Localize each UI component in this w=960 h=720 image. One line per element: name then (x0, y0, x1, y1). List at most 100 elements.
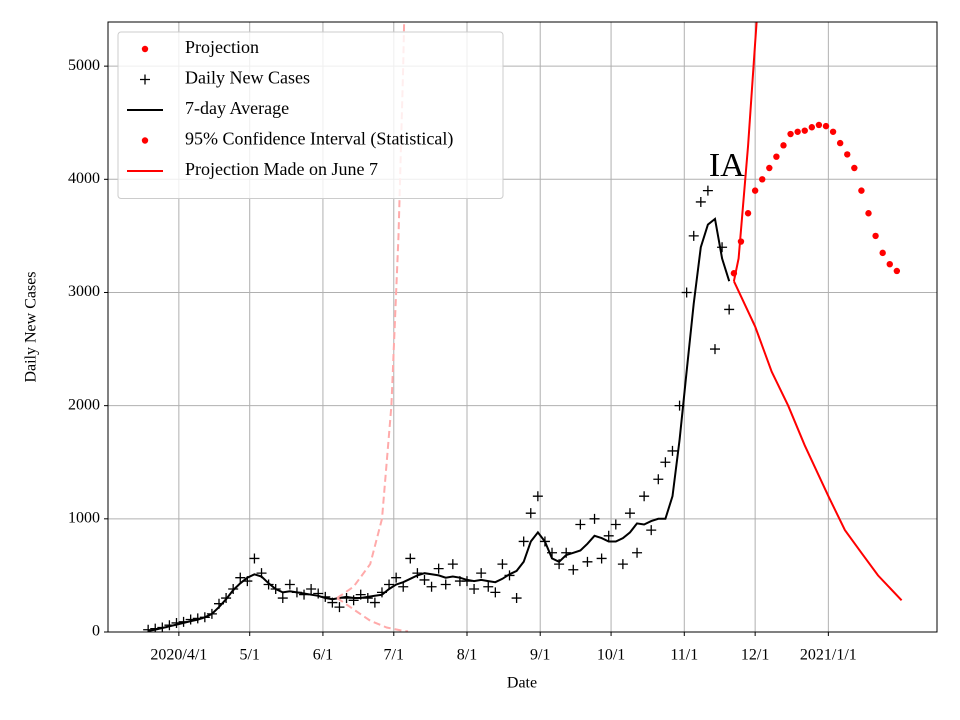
data-point (886, 260, 893, 268)
data-point (667, 445, 678, 456)
data-point (469, 583, 480, 594)
legend-marker (140, 74, 150, 85)
data-point (398, 581, 409, 592)
legend-label: Projection Made on June 7 (185, 159, 378, 179)
data-point (277, 593, 288, 604)
data-point (575, 519, 586, 530)
data-point (568, 564, 579, 575)
x-axis-label: Date (507, 675, 537, 692)
data-point (525, 508, 536, 519)
data-point (603, 530, 614, 541)
data-point (497, 559, 508, 570)
y-tick-label: 5000 (68, 57, 100, 74)
plot-area (143, 22, 903, 632)
series-line (732, 280, 903, 601)
data-point (433, 563, 444, 574)
y-tick-label: 3000 (68, 283, 100, 300)
data-point (766, 164, 773, 172)
data-point (759, 176, 766, 183)
x-tick-label: 6/1 (313, 647, 333, 664)
data-point (780, 142, 787, 149)
data-point (688, 230, 699, 241)
data-point (582, 556, 593, 567)
data-point (808, 124, 816, 131)
data-point (787, 130, 794, 138)
data-point (426, 581, 437, 592)
data-point (660, 457, 671, 468)
legend-label: Projection (185, 37, 259, 57)
y-tick-label: 1000 (68, 509, 100, 526)
x-tick-label: 11/1 (670, 647, 698, 664)
series-line (336, 597, 409, 632)
data-point (744, 210, 752, 217)
data-point (235, 572, 246, 583)
data-point (369, 597, 380, 608)
legend: Projection Daily New Cases 7-day Average 95… (117, 31, 504, 199)
data-point (384, 579, 395, 590)
legend-label: 7-day Average (185, 98, 289, 118)
data-point (865, 210, 872, 217)
x-tick-label: 10/1 (597, 647, 625, 664)
data-point (313, 588, 324, 599)
data-point (476, 568, 487, 579)
data-point (589, 513, 600, 524)
data-point (284, 579, 295, 590)
data-point (348, 595, 359, 606)
x-tick-label: 8/1 (457, 647, 477, 664)
data-point (249, 553, 260, 564)
data-point (490, 587, 501, 598)
data-point (822, 122, 830, 130)
annotation: IA (709, 147, 745, 184)
data-point (447, 559, 458, 570)
data-point (511, 593, 522, 604)
data-point (724, 304, 735, 315)
y-tick-label: 2000 (68, 396, 100, 413)
data-point (829, 128, 837, 135)
legend-label: 95% Confidence Interval (Statistical) (185, 129, 453, 150)
y-axis-label: Daily New Cases (23, 271, 40, 382)
data-point (815, 121, 823, 129)
data-point (851, 164, 858, 172)
data-point (518, 536, 529, 547)
data-point (751, 187, 759, 194)
data-point (836, 139, 844, 147)
legend-marker (141, 137, 149, 144)
y-tick-label: 0 (92, 623, 100, 640)
legend-marker (141, 45, 149, 53)
data-point (801, 127, 808, 134)
data-point (794, 128, 801, 135)
axes: 0 1000 2000 3000 4000 5000 2020/4/1 5/1 6/1 7/1 8/… (68, 57, 857, 664)
legend-label: Daily New Cases (185, 68, 310, 88)
data-point (596, 553, 607, 564)
data-point (717, 242, 728, 253)
data-point (646, 525, 657, 536)
data-point (893, 267, 901, 275)
data-point (872, 232, 879, 240)
data-point (440, 579, 451, 590)
series-line (732, 22, 758, 282)
data-point (419, 574, 430, 585)
data-point (391, 572, 402, 583)
x-tick-label: 12/1 (741, 647, 769, 664)
x-tick-label: 2021/1/1 (800, 647, 857, 664)
data-point (844, 151, 851, 158)
data-point (632, 547, 643, 558)
data-point (639, 491, 650, 502)
x-tick-label: 2020/4/1 (150, 647, 207, 664)
x-tick-label: 9/1 (530, 647, 550, 664)
data-point (773, 153, 780, 160)
data-point (653, 474, 664, 485)
data-point (681, 287, 692, 298)
x-tick-label: 5/1 (239, 647, 259, 664)
data-point (702, 185, 713, 196)
data-point (610, 519, 621, 530)
data-point (879, 249, 886, 257)
data-point (483, 581, 494, 592)
data-point (532, 491, 543, 502)
data-point (624, 508, 635, 519)
series-line (148, 217, 731, 632)
data-point (306, 583, 317, 594)
data-point (405, 553, 416, 564)
axes-frame (107, 21, 938, 633)
